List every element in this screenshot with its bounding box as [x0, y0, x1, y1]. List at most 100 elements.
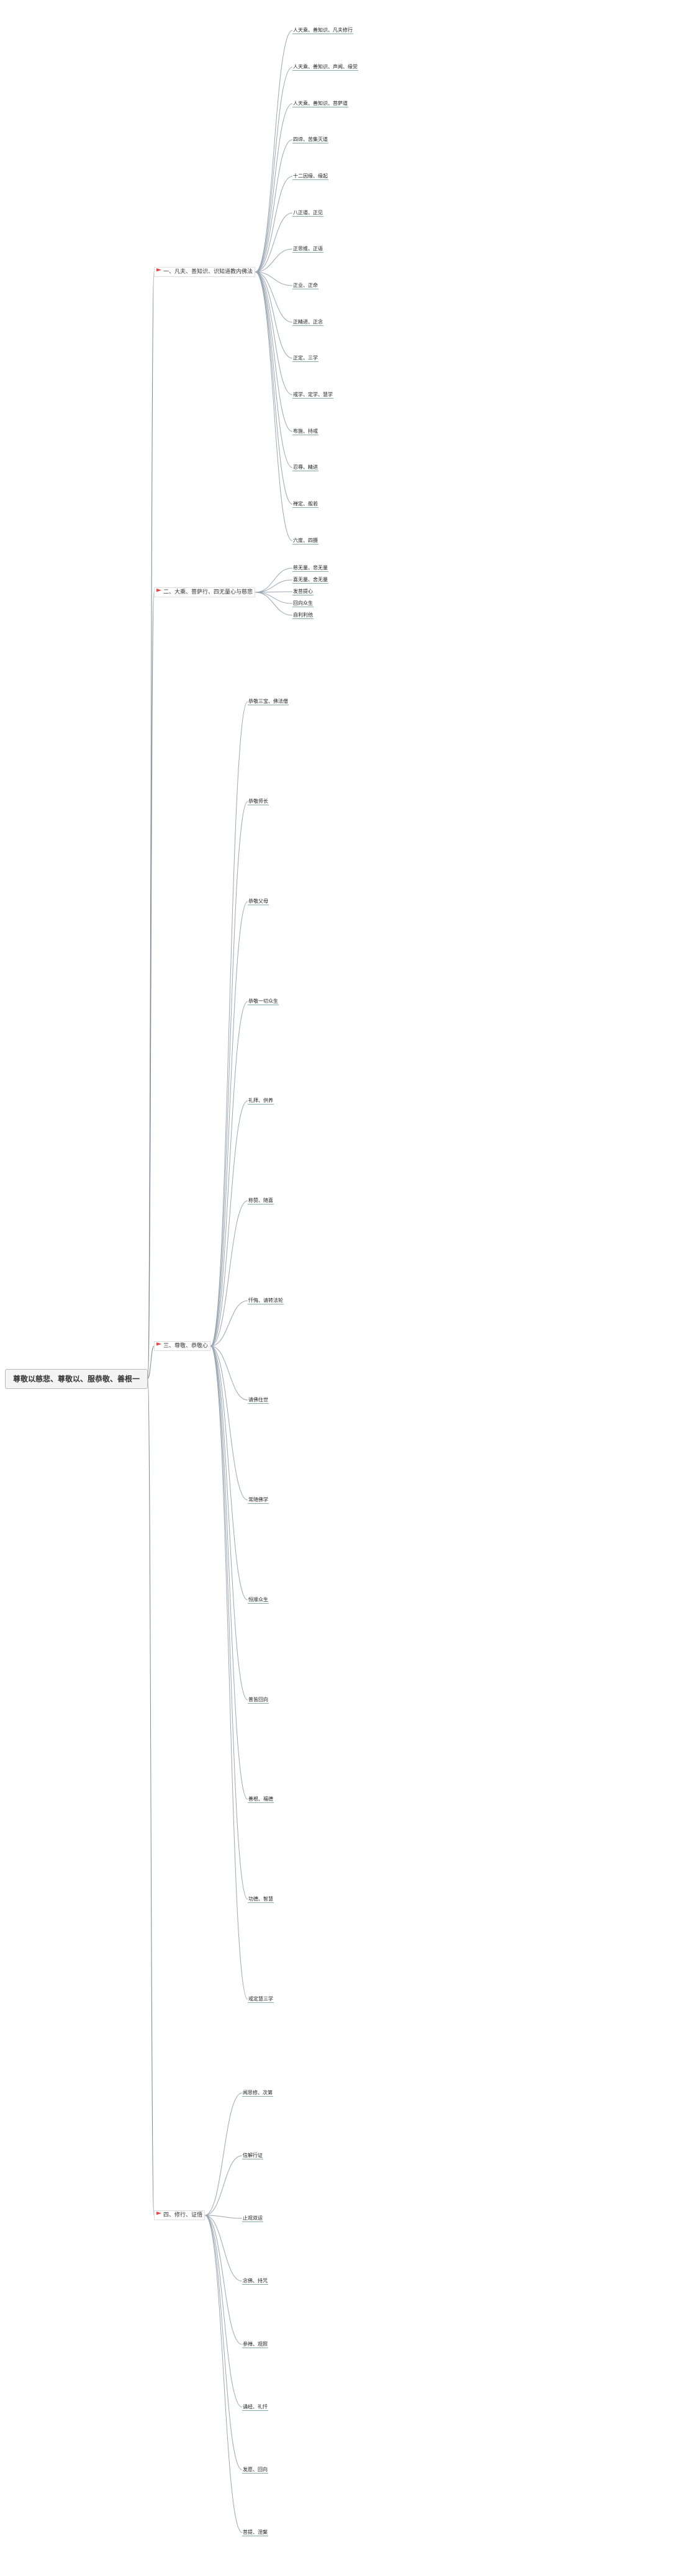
connector-line [255, 248, 293, 273]
connector-line [210, 801, 248, 1347]
topic-node[interactable]: 诵经、礼忏 [242, 2403, 268, 2411]
connector-line [210, 1200, 248, 1347]
connector-line [204, 2155, 243, 2216]
branch-4-label: 四、修行、证悟 [163, 2212, 203, 2218]
branch-3[interactable]: 三、尊敬、恭敬心 [154, 1341, 211, 1351]
topic-node[interactable]: 布施、持戒 [292, 428, 318, 435]
connector-line [255, 592, 293, 604]
topic-node[interactable]: 信解行证 [242, 2152, 263, 2159]
connector-line [204, 2215, 243, 2219]
root-topic[interactable]: 尊敬以慈悲、尊敬以、服恭敬、善根一 [5, 1369, 148, 1389]
connector-line [147, 271, 155, 1379]
topic-node[interactable]: 忏悔、请转法轮 [248, 1297, 284, 1304]
branch-3-label: 三、尊敬、恭敬心 [163, 1343, 209, 1349]
topic-node[interactable]: 参禅、观照 [242, 2341, 268, 2348]
connector-line [255, 212, 293, 273]
flag-icon [156, 268, 161, 272]
connector-line [255, 567, 293, 593]
topic-node[interactable]: 请佛住世 [248, 1396, 269, 1404]
flag-icon [156, 589, 161, 592]
topic-node[interactable]: 礼拜、供养 [248, 1097, 274, 1105]
connector-line [255, 271, 293, 505]
topic-node[interactable]: 正定、三学 [292, 355, 318, 362]
topic-node[interactable]: 人天乘、善知识、声闻、缘觉 [292, 63, 358, 71]
topic-node[interactable]: 忍辱、精进 [292, 464, 318, 471]
topic-node[interactable]: 恭敬三宝、佛法僧 [248, 698, 289, 705]
topic-node[interactable]: 善根、福德 [248, 1796, 274, 1803]
topic-node[interactable]: 回向众生 [292, 600, 314, 607]
connector-line [210, 1100, 248, 1347]
connector-line [210, 1300, 248, 1347]
topic-node[interactable]: 四谛、苦集灭道 [292, 136, 328, 143]
connector-line [255, 30, 293, 273]
branch-1[interactable]: 一、凡夫、善知识、识知道教内佛法 [154, 267, 256, 277]
topic-node[interactable]: 菩提、涅槃 [242, 2529, 268, 2536]
topic-node[interactable]: 十二因缘、缘起 [292, 173, 328, 180]
connector-line [204, 2215, 243, 2533]
topic-node[interactable]: 恭敬一切众生 [248, 998, 279, 1005]
topic-node[interactable]: 八正道、正见 [292, 209, 323, 217]
branch-2-label: 二、大乘、菩萨行、四无量心与慈悲 [163, 589, 253, 595]
topic-node[interactable]: 喜无量、舍无量 [292, 576, 328, 584]
connector-line [210, 1345, 248, 1800]
topic-node[interactable]: 正思维、正语 [292, 245, 323, 253]
topic-node[interactable]: 止观双运 [242, 2215, 263, 2222]
connector-line [255, 271, 293, 432]
connector-line [210, 1345, 248, 2000]
topic-node[interactable]: 人天乘、善知识、菩萨道 [292, 100, 348, 107]
topic-node[interactable]: 禅定、般若 [292, 500, 318, 508]
connector-line [204, 2092, 243, 2216]
branch-4[interactable]: 四、修行、证悟 [154, 2210, 206, 2220]
topic-node[interactable]: 常随佛学 [248, 1496, 269, 1504]
topic-node[interactable]: 发菩提心 [292, 588, 314, 595]
connector-line [255, 66, 293, 273]
connector-line [210, 1345, 248, 1601]
connector-line [255, 103, 293, 273]
connector-line [210, 1345, 248, 1900]
topic-node[interactable]: 恒顺众生 [248, 1596, 269, 1604]
connector-line [255, 271, 293, 541]
connector-line [210, 1001, 248, 1347]
connector-line [255, 271, 293, 468]
topic-node[interactable]: 普皆回向 [248, 1696, 269, 1704]
flag-icon [156, 2212, 161, 2215]
topic-node[interactable]: 发愿、回向 [242, 2466, 268, 2474]
topic-node[interactable]: 恭敬父母 [248, 898, 269, 905]
topic-node[interactable]: 慈无量、悲无量 [292, 564, 328, 572]
connector-line [255, 176, 293, 273]
connector-line [210, 901, 248, 1347]
connector-line [204, 2215, 243, 2470]
connector-line [210, 1345, 248, 1501]
connector-line [255, 271, 293, 323]
connector-line [255, 271, 293, 286]
connector-line [204, 2215, 243, 2345]
topic-node[interactable]: 恭敬师长 [248, 798, 269, 805]
topic-node[interactable]: 六度、四摄 [292, 537, 318, 545]
topic-node[interactable]: 称赞、随喜 [248, 1197, 274, 1204]
topic-node[interactable]: 自利利他 [292, 612, 314, 619]
connector-line [255, 579, 293, 593]
topic-node[interactable]: 闻思修、次第 [242, 2089, 273, 2097]
topic-node[interactable]: 正业、正命 [292, 282, 318, 289]
topic-node[interactable]: 正精进、正念 [292, 319, 323, 326]
connector-line [210, 1345, 248, 1401]
topic-node[interactable]: 人天乘、善知识、凡夫修行 [292, 27, 353, 34]
connector-line [255, 592, 293, 616]
flag-icon [156, 1342, 161, 1346]
connector-line [147, 1345, 155, 1379]
topic-node[interactable]: 功德、智慧 [248, 1896, 274, 1903]
topic-node[interactable]: 戒定慧三学 [248, 1995, 274, 2003]
connector-line [255, 271, 293, 395]
connector-line [255, 271, 293, 359]
connector-line [147, 1378, 155, 2216]
branch-2[interactable]: 二、大乘、菩萨行、四无量心与慈悲 [154, 587, 256, 597]
connector-line [255, 139, 293, 273]
connector-line [147, 592, 155, 1379]
connector-line [210, 701, 248, 1347]
connector-line [204, 2215, 243, 2282]
connector-line [204, 2215, 243, 2408]
topic-node[interactable]: 念佛、持咒 [242, 2277, 268, 2285]
topic-node[interactable]: 戒学、定学、慧学 [292, 391, 333, 399]
